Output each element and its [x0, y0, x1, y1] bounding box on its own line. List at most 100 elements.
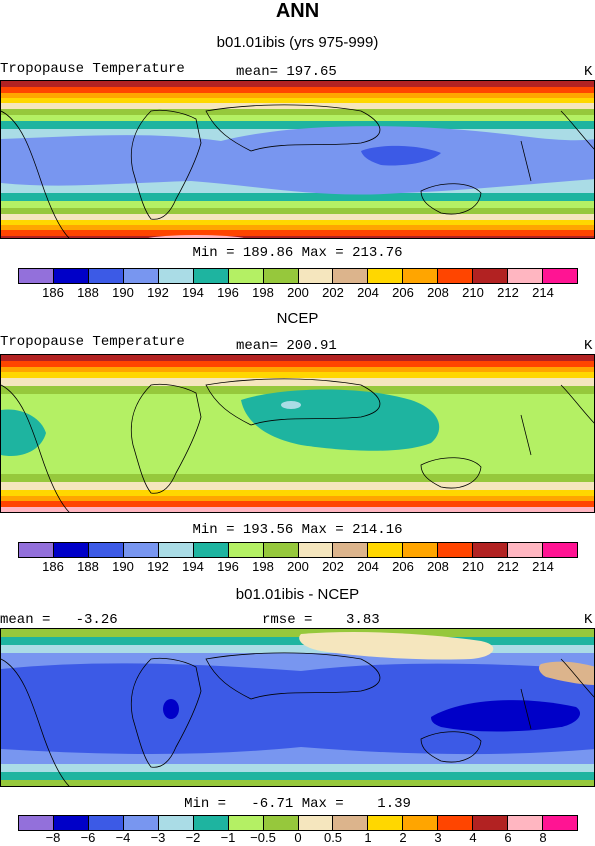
colorbar-cell [438, 269, 474, 283]
colorbar-cell [193, 816, 229, 830]
colorbar-cell [88, 543, 124, 557]
colorbar-cell [123, 543, 159, 557]
colorbar-cell [298, 269, 334, 283]
colorbar-tick-label: 198 [252, 559, 274, 574]
colorbar-cell [403, 269, 439, 283]
colorbar-tick-label: 212 [497, 559, 519, 574]
colorbar-cell [19, 543, 54, 557]
colorbar-cell [263, 543, 299, 557]
panel-3-rmse-label: rmse = 3.83 [262, 612, 380, 628]
panel-1-colorbar [18, 268, 578, 284]
panel-3-minmax: Min = -6.71 Max = 1.39 [184, 796, 411, 812]
panel-1-colorbar-ticks: 186 188 190 192 194 196 198 200 202 204 … [18, 285, 578, 301]
colorbar-tick-label: −8 [45, 830, 61, 845]
colorbar-tick-label: 200 [287, 285, 309, 300]
panel-1-mean-label: mean= 197.65 [236, 64, 337, 80]
colorbar-cell [473, 816, 509, 830]
panel-3-colorbar-ticks: −8 −6 −4 −3 −2 −1 −0.5 0 0.5 1 2 3 4 6 8 [18, 830, 578, 846]
colorbar-tick-label: 196 [217, 285, 239, 300]
panel-2-variable-label: Tropopause Temperature [0, 334, 185, 350]
colorbar-cell [403, 543, 439, 557]
panel-1-map [0, 80, 595, 239]
colorbar-tick-label: 210 [462, 559, 484, 574]
colorbar-tick-label: 214 [532, 285, 554, 300]
colorbar-cell [228, 269, 264, 283]
colorbar-tick-label: 196 [217, 559, 239, 574]
colorbar-cell [333, 269, 369, 283]
colorbar-cell [193, 269, 229, 283]
panel-3-map [0, 628, 595, 787]
colorbar-tick-label: −2 [185, 830, 201, 845]
colorbar-cell [88, 269, 124, 283]
colorbar-tick-label: 192 [147, 559, 169, 574]
panel-3-unit-label: K [584, 612, 593, 628]
colorbar-cell [193, 543, 229, 557]
colorbar-cell [88, 816, 124, 830]
colorbar-cell [368, 816, 404, 830]
colorbar-tick-label: 0 [294, 830, 302, 845]
colorbar-cell [403, 816, 439, 830]
colorbar-tick-label: 204 [357, 559, 379, 574]
colorbar-cell [19, 269, 54, 283]
panel-2-map [0, 354, 595, 513]
colorbar-tick-label: 204 [357, 285, 379, 300]
colorbar-tick-label: −3 [150, 830, 166, 845]
colorbar-cell [508, 816, 544, 830]
panel-3-colorbar [18, 815, 578, 831]
colorbar-cell [508, 543, 544, 557]
colorbar-cell [158, 816, 194, 830]
colorbar-cell [473, 543, 509, 557]
colorbar-tick-label: 188 [77, 285, 99, 300]
colorbar-tick-label: 3 [434, 830, 442, 845]
colorbar-tick-label: 202 [322, 559, 344, 574]
colorbar-cell [508, 269, 544, 283]
colorbar-tick-label: 200 [287, 559, 309, 574]
colorbar-cell [543, 816, 577, 830]
colorbar-cell [333, 543, 369, 557]
colorbar-tick-label: −1 [220, 830, 236, 845]
colorbar-cell [53, 269, 89, 283]
colorbar-tick-label: 2 [399, 830, 407, 845]
colorbar-tick-label: 186 [42, 559, 64, 574]
colorbar-tick-label: 8 [539, 830, 547, 845]
panel-1-unit-label: K [584, 64, 593, 80]
colorbar-cell [543, 269, 577, 283]
colorbar-tick-label: 1 [364, 830, 372, 845]
colorbar-tick-label: 190 [112, 559, 134, 574]
panel-3-subtitle: b01.01ibis - NCEP [235, 586, 360, 603]
panel-1-minmax: Min = 189.86 Max = 213.76 [192, 245, 403, 261]
colorbar-cell [19, 816, 54, 830]
colorbar-tick-label: 194 [182, 559, 204, 574]
colorbar-tick-label: 214 [532, 559, 554, 574]
panel-2-colorbar-ticks: 186 188 190 192 194 196 198 200 202 204 … [18, 559, 578, 575]
colorbar-cell [543, 543, 577, 557]
colorbar-cell [263, 816, 299, 830]
colorbar-tick-label: 198 [252, 285, 274, 300]
colorbar-tick-label: 194 [182, 285, 204, 300]
colorbar-tick-label: −0.5 [250, 830, 276, 845]
panel-2-subtitle: NCEP [276, 310, 319, 327]
colorbar-cell [228, 816, 264, 830]
colorbar-tick-label: 206 [392, 559, 414, 574]
colorbar-tick-label: 190 [112, 285, 134, 300]
colorbar-cell [333, 816, 369, 830]
colorbar-tick-label: 0.5 [323, 830, 343, 845]
colorbar-cell [473, 269, 509, 283]
colorbar-tick-label: −6 [80, 830, 96, 845]
colorbar-cell [438, 543, 474, 557]
colorbar-tick-label: 208 [427, 285, 449, 300]
colorbar-tick-label: 212 [497, 285, 519, 300]
colorbar-cell [123, 269, 159, 283]
colorbar-cell [368, 269, 404, 283]
colorbar-tick-label: 188 [77, 559, 99, 574]
colorbar-cell [158, 543, 194, 557]
colorbar-cell [368, 543, 404, 557]
colorbar-cell [53, 543, 89, 557]
colorbar-tick-label: 206 [392, 285, 414, 300]
main-title: ANN [275, 0, 320, 22]
colorbar-cell [158, 269, 194, 283]
colorbar-cell [123, 816, 159, 830]
colorbar-cell [228, 543, 264, 557]
colorbar-cell [438, 816, 474, 830]
colorbar-tick-label: 186 [42, 285, 64, 300]
